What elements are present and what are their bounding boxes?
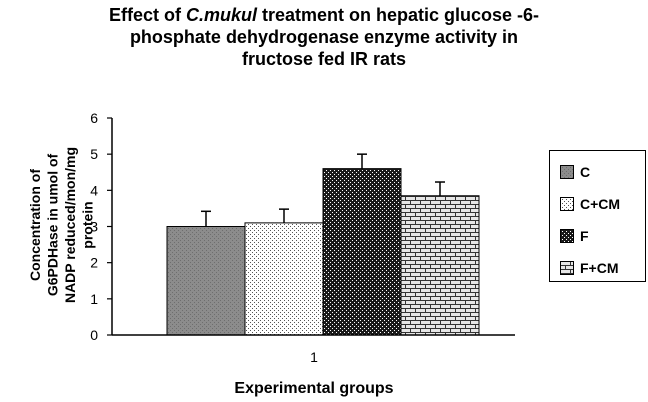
y-tick-label: 0 <box>90 327 98 343</box>
bar-c <box>166 226 246 336</box>
title-line-3: fructose fed IR rats <box>241 49 407 69</box>
legend-swatch <box>560 165 574 179</box>
legend-label: F <box>580 228 589 244</box>
error-bars <box>201 153 445 227</box>
y-tick-label: 5 <box>90 146 98 162</box>
legend-swatch <box>560 229 574 243</box>
bars <box>166 168 480 336</box>
x-axis-title: Experimental groups <box>234 380 393 397</box>
bar-c-plus-cm <box>244 222 324 336</box>
legend-label: C <box>580 164 591 180</box>
x-tick-label: 1 <box>310 349 318 365</box>
y-tick-label: 4 <box>90 182 98 198</box>
legend-swatch <box>560 197 574 211</box>
legend-label: C+CM <box>580 196 621 212</box>
chart-title: Effect of C.mukul treatment on hepatic g… <box>0 4 648 70</box>
y-tick-label: 2 <box>90 255 98 271</box>
title-part-italic: C.mukul <box>185 5 257 25</box>
legend-item: F+CM <box>560 260 619 276</box>
y-axis-title: Concentration of G6PDHase in umol of NADP … <box>27 147 96 303</box>
y-axis-title-line: NADP reduced/mon/mg <box>62 147 78 303</box>
legend: C C+CM F F+CM <box>549 150 646 282</box>
title-part-1: Effect of <box>108 5 186 25</box>
y-tick-label: 3 <box>90 219 98 235</box>
y-axis-ticks: 0 1 2 3 4 5 6 <box>90 110 112 343</box>
legend-item: F <box>560 228 589 244</box>
y-axis-title-line: protein <box>80 201 96 248</box>
legend-item: C <box>560 164 590 180</box>
y-tick-label: 6 <box>90 110 98 126</box>
title-line-2: phosphate dehydrogenase enzyme activity … <box>129 27 519 47</box>
bar-f <box>322 168 402 336</box>
legend-label: F+CM <box>580 260 619 276</box>
title-line-1: Effect of C.mukul treatment on hepatic g… <box>0 4 648 26</box>
legend-item: C+CM <box>560 196 620 212</box>
legend-swatch <box>560 261 574 275</box>
y-axis-title-line: G6PDHase in umol of <box>45 153 61 296</box>
title-part-3: treatment on hepatic glucose -6- <box>256 5 540 25</box>
y-tick-label: 1 <box>90 291 98 307</box>
bar-f-plus-cm <box>400 195 480 336</box>
y-axis-title-line: Concentration of <box>27 169 43 281</box>
